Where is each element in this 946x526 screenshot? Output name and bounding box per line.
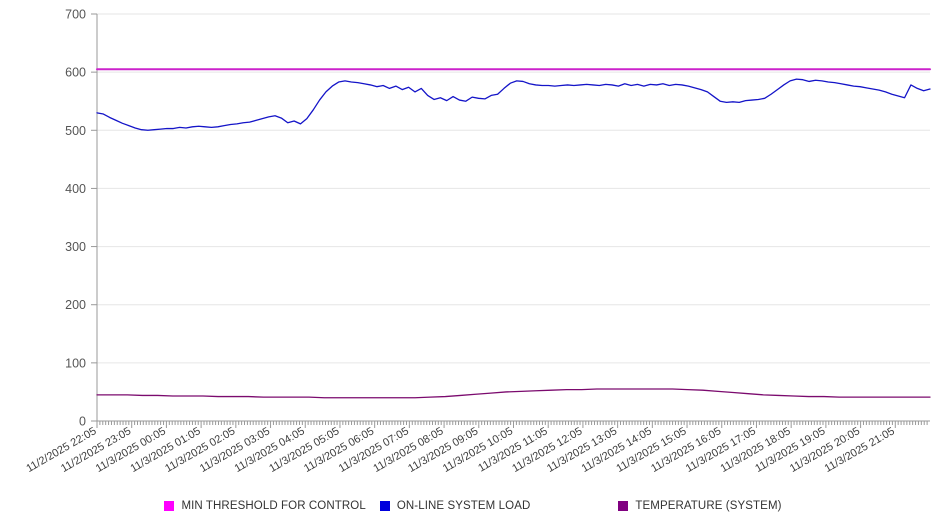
legend-label-temperature-system: TEMPERATURE (SYSTEM) bbox=[635, 500, 782, 512]
legend-item-min-threshold[interactable]: MIN THRESHOLD FOR CONTROL bbox=[164, 496, 366, 516]
y-tick-label: 400 bbox=[65, 182, 86, 196]
legend-swatch-temperature-system bbox=[618, 501, 629, 511]
legend-label-online-system-load: ON-LINE SYSTEM LOAD bbox=[396, 500, 531, 512]
series-line-2 bbox=[96, 388, 931, 399]
legend-swatch-min-threshold bbox=[164, 501, 175, 511]
series-line-1 bbox=[96, 78, 931, 131]
x-axis bbox=[96, 420, 930, 428]
y-tick-label: 600 bbox=[65, 66, 86, 80]
grid-lines bbox=[97, 13, 930, 422]
legend-item-online-system-load[interactable]: ON-LINE SYSTEM LOAD bbox=[379, 496, 531, 516]
y-tick-label: 700 bbox=[65, 8, 86, 22]
data-series-group bbox=[96, 68, 931, 399]
y-tick-label: 100 bbox=[65, 356, 86, 370]
y-tick-label: 0 bbox=[79, 415, 86, 429]
legend-swatch-online-system-load bbox=[379, 501, 390, 511]
legend-label-min-threshold: MIN THRESHOLD FOR CONTROL bbox=[181, 500, 366, 512]
y-tick-label: 500 bbox=[65, 124, 86, 138]
chart-legend: MIN THRESHOLD FOR CONTROL ON-LINE SYSTEM… bbox=[0, 494, 946, 518]
y-tick-label: 200 bbox=[65, 298, 86, 312]
y-axis: 0 100 200 300 400 500 600 700 bbox=[65, 8, 98, 429]
y-tick-label: 300 bbox=[65, 240, 86, 254]
legend-item-temperature-system[interactable]: TEMPERATURE (SYSTEM) bbox=[618, 496, 781, 516]
